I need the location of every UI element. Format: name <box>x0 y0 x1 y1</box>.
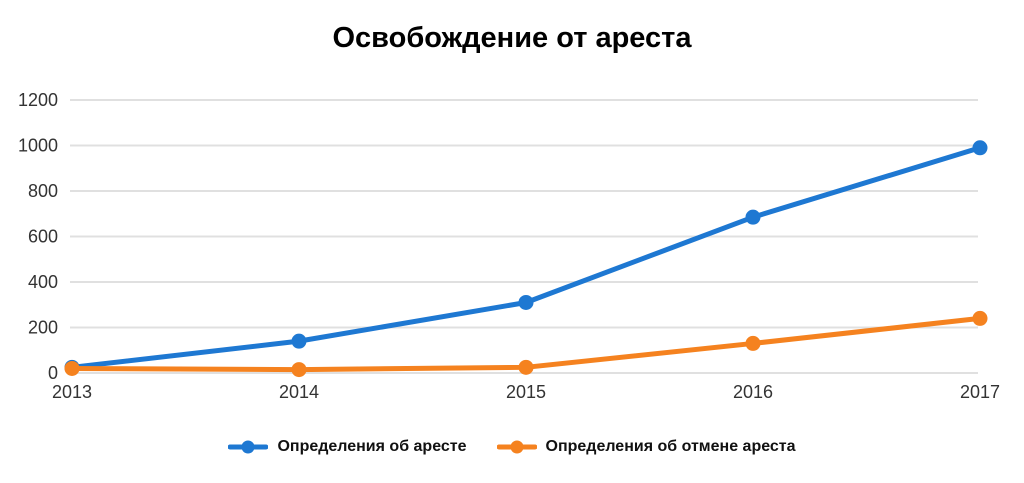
data-point-0-2014 <box>291 333 307 349</box>
legend-label: Определения об аресте <box>277 438 467 455</box>
y-tick-label: 0 <box>48 363 58 383</box>
y-tick-label: 600 <box>28 227 58 247</box>
data-point-1-2014 <box>291 362 307 378</box>
x-tick-label: 2016 <box>733 382 773 402</box>
legend-label: Определения об отмене ареста <box>545 438 796 455</box>
x-tick-label: 2013 <box>52 382 92 402</box>
x-tick-label: 2015 <box>506 382 546 402</box>
y-tick-label: 1000 <box>18 136 58 156</box>
legend-item-0: Определения об аресте <box>228 438 467 456</box>
chart-legend: Определения об аресте Определения об отме… <box>0 438 1024 456</box>
legend-item-1: Определения об отмене ареста <box>496 438 796 456</box>
data-point-0-2016 <box>745 209 761 225</box>
data-point-1-2017 <box>972 310 988 326</box>
y-tick-label: 800 <box>28 181 58 201</box>
y-tick-label: 400 <box>28 272 58 292</box>
data-point-1-2016 <box>745 335 761 351</box>
data-point-1-2015 <box>518 359 534 375</box>
legend-dot <box>510 440 524 454</box>
data-point-1-2013 <box>64 360 80 376</box>
data-point-0-2017 <box>972 140 988 156</box>
x-tick-label: 2017 <box>960 382 1000 402</box>
legend-marker-icon <box>228 440 269 454</box>
x-tick-label: 2014 <box>279 382 319 402</box>
y-tick-label: 200 <box>28 318 58 338</box>
line-chart: 0 200 400 600 800 1000 1200 2013 2014 2015 2016 201… <box>18 90 1000 402</box>
legend-dot <box>241 440 255 454</box>
legend-marker-icon <box>496 440 537 454</box>
y-tick-label: 1200 <box>18 90 58 110</box>
chart-title: Освобождение от ареста <box>332 22 692 54</box>
data-point-0-2015 <box>518 294 534 310</box>
